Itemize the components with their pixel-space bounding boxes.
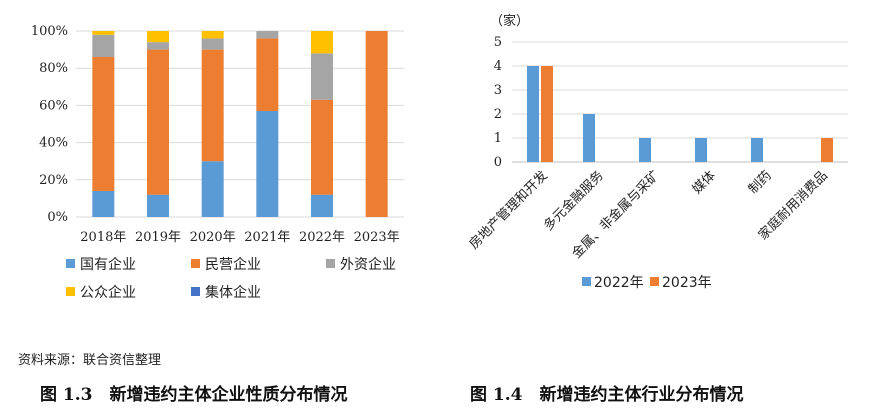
source-note: 资料来源：联合资信整理 <box>18 353 162 368</box>
legend-label: 集体企业 <box>205 284 261 301</box>
x-tick-label: 2021年 <box>244 230 290 245</box>
bar <box>583 114 595 162</box>
bar <box>639 138 651 162</box>
x-tick-label: 2023年 <box>354 230 400 245</box>
legend-swatch <box>191 287 200 296</box>
x-tick-label: 房地产管理和开发 <box>466 168 551 253</box>
x-tick-label: 2022年 <box>299 230 345 245</box>
y-axis-unit-label: （家） <box>490 13 529 29</box>
x-tick-label: 媒体 <box>690 168 719 197</box>
legend-swatch <box>66 259 75 268</box>
bar-segment <box>147 49 169 195</box>
bar-segment <box>147 42 169 50</box>
y-tick-label: 5 <box>494 35 502 50</box>
legend-swatch <box>582 277 591 286</box>
bar-segment <box>92 34 115 58</box>
bar <box>751 138 763 162</box>
bar-segment <box>201 31 224 39</box>
bar-segment <box>256 110 279 217</box>
bar-segment <box>311 53 333 100</box>
bar-segment <box>147 31 169 43</box>
legend-swatch <box>650 277 659 286</box>
y-tick-label: 0 <box>494 155 502 170</box>
y-tick-label: 0% <box>47 210 68 225</box>
chart-1-enterprise-nature: 0% 20% 40% 60% 80% 100% 2018年 2019年 2020年 2021年 20… <box>31 24 404 301</box>
y-tick-label: 40% <box>39 136 68 151</box>
legend-label: 国有企业 <box>80 256 136 273</box>
y-tick-label: 1 <box>494 131 502 146</box>
caption-figure-1-4: 图 1.4 新增违约主体行业分布情况 <box>470 385 744 405</box>
legend-swatch <box>191 259 200 268</box>
y-tick-label: 80% <box>39 61 68 76</box>
bar-segment <box>256 31 279 39</box>
caption-figure-1-3: 图 1.3 新增违约主体企业性质分布情况 <box>40 385 348 405</box>
legend-swatch <box>66 287 75 296</box>
y-tick-label: 2 <box>494 107 502 122</box>
y-tick-label: 100% <box>31 24 68 39</box>
x-tick-label: 2019年 <box>135 230 181 245</box>
y-tick-label: 3 <box>494 83 502 98</box>
y-tick-label: 4 <box>494 59 502 74</box>
bar-segment <box>311 194 333 217</box>
y-tick-label: 60% <box>39 98 68 113</box>
legend-swatch <box>326 259 335 268</box>
bar-segment <box>92 31 115 35</box>
bar <box>527 66 539 162</box>
x-tick-label: 2018年 <box>80 230 126 245</box>
bar <box>821 138 833 162</box>
x-tick-label: 2020年 <box>190 230 236 245</box>
legend-label: 民营企业 <box>205 256 261 273</box>
bar-segment <box>311 31 333 54</box>
legend-label: 外资企业 <box>340 256 396 273</box>
bar-segment <box>92 57 115 191</box>
bar-segment <box>201 49 224 162</box>
bar-segment <box>201 161 224 217</box>
bar-segment <box>256 38 279 111</box>
legend-label: 公众企业 <box>80 284 136 301</box>
bar-segment <box>365 31 388 217</box>
bar-segment <box>92 190 115 217</box>
bar <box>695 138 707 162</box>
y-tick-label: 20% <box>39 173 68 188</box>
bar <box>541 66 553 162</box>
bar-segment <box>201 38 224 50</box>
legend-label: 2022年 <box>594 275 644 291</box>
x-tick-label: 制药 <box>746 168 775 197</box>
legend-label: 2023年 <box>662 275 712 291</box>
bar-segment <box>311 99 333 195</box>
bar-segment <box>147 194 169 217</box>
